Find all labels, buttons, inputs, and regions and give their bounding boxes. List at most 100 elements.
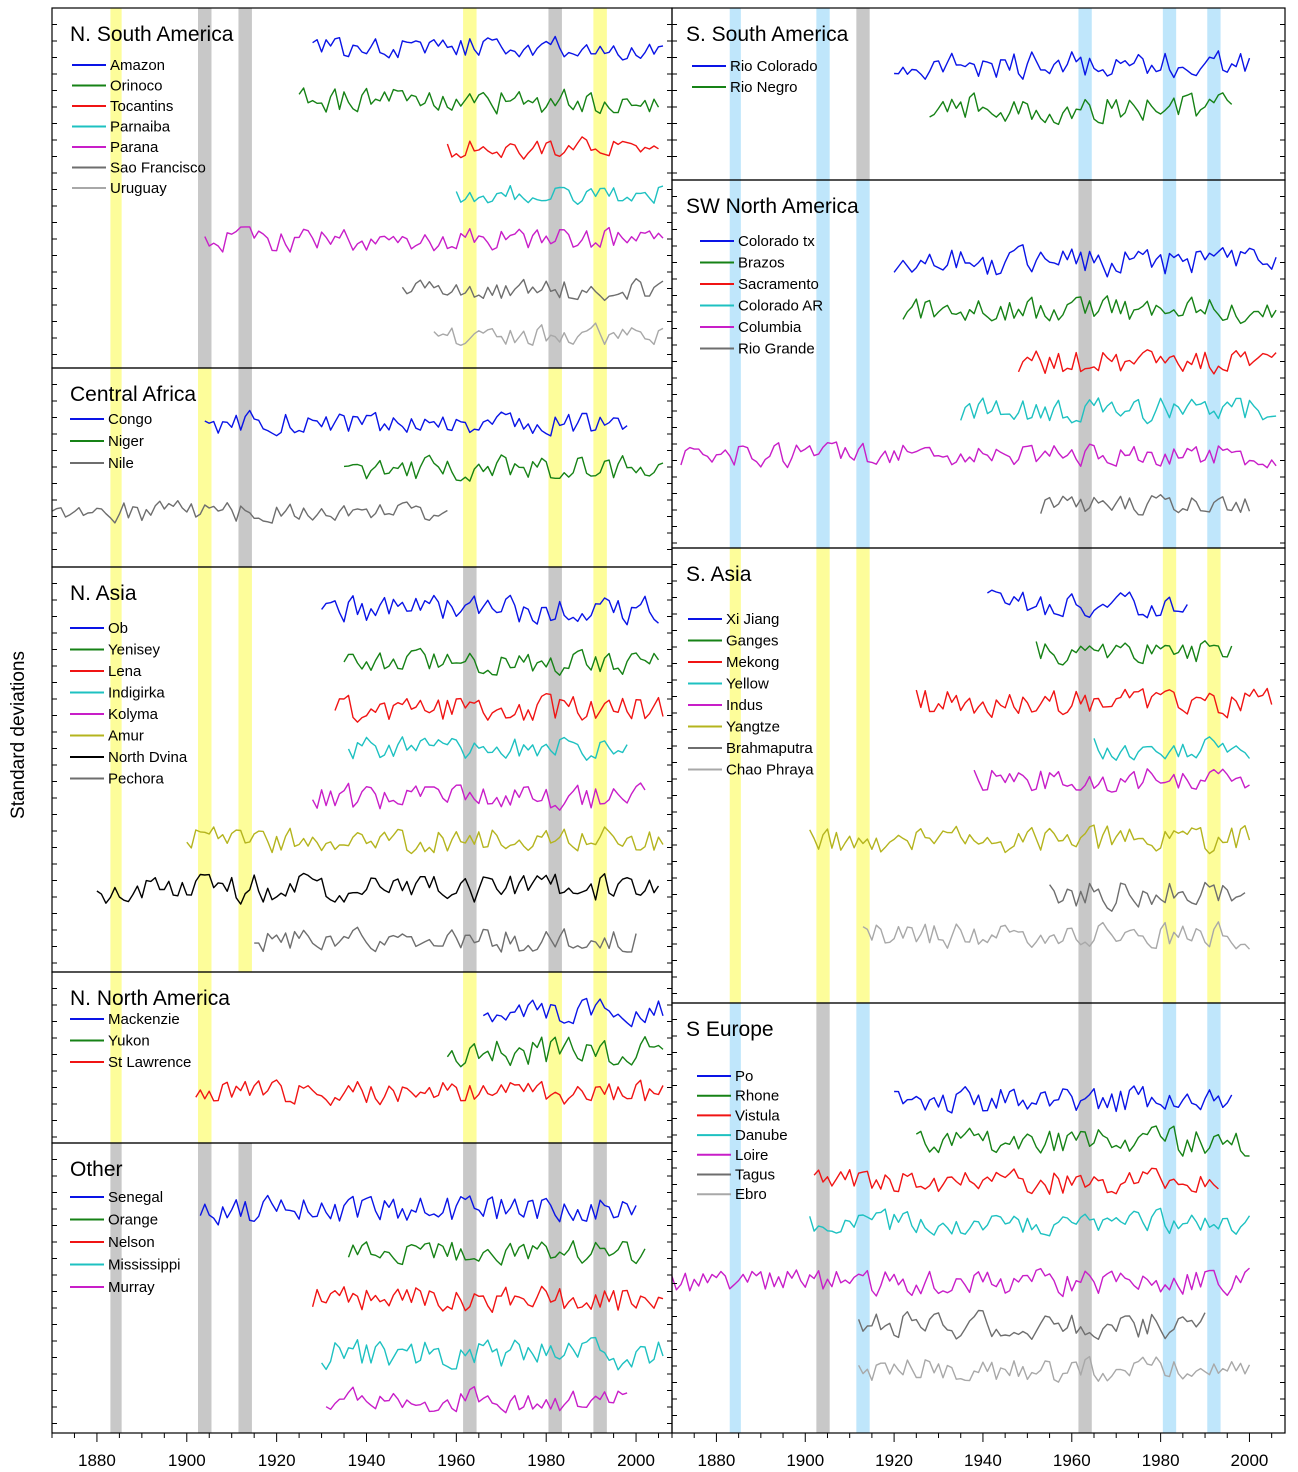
other-xtick-label-1920: 1920 (258, 1451, 296, 1470)
s-south-america-band-3 (1078, 8, 1092, 180)
central-africa-band-4 (548, 368, 562, 567)
series-lines-layer (51, 35, 1277, 1414)
s-asia-band-1 (816, 548, 830, 1003)
other-band-2 (238, 1143, 252, 1433)
n-south-america-series-parnaiba (455, 184, 664, 206)
other-title: Other (70, 1158, 123, 1181)
central-africa-legend-niger: Niger (108, 433, 144, 450)
n-north-america-band-1 (198, 972, 212, 1143)
n-south-america-legend-uruguay: Uruguay (110, 180, 167, 197)
s-asia-series-xi-jiang (987, 589, 1188, 619)
sw-north-america-band-3 (1078, 180, 1092, 548)
n-north-america-band-2 (463, 972, 477, 1143)
n-south-america-title: N. South America (70, 23, 234, 46)
sw-north-america-series-columbia (680, 441, 1277, 469)
n-north-america-series-st-lawrence (195, 1079, 664, 1107)
s-europe-xtick-label-1960: 1960 (1053, 1451, 1091, 1470)
panel-frames-layer (51, 7, 1286, 1442)
sw-north-america-legend-sacramento: Sacramento (738, 276, 819, 293)
n-north-america-band-0 (110, 972, 122, 1143)
central-africa-band-2 (238, 368, 252, 567)
other-band-0 (110, 1143, 122, 1433)
s-south-america-band-2 (856, 8, 870, 180)
n-north-america-legend-st-lawrence: St Lawrence (108, 1054, 191, 1071)
sw-north-america-legend-colorado-ar: Colorado AR (738, 298, 823, 315)
s-asia-legend-xi-jiang: Xi Jiang (726, 611, 779, 628)
s-europe-xtick-label-1980: 1980 (1142, 1451, 1180, 1470)
n-south-america-legend-tocantins: Tocantins (110, 98, 173, 115)
n-south-america-legend-parana: Parana (110, 139, 159, 156)
sw-north-america-band-2 (856, 180, 870, 548)
n-south-america-series-parana (204, 226, 664, 253)
y-axis-label: Standard deviations (8, 651, 29, 819)
s-europe-band-2 (856, 1003, 870, 1433)
sw-north-america-series-rio-grande (1040, 494, 1251, 516)
other-band-5 (593, 1143, 607, 1433)
n-asia-series-lena (334, 693, 664, 723)
s-europe-band-4 (1162, 1003, 1177, 1433)
n-south-america-series-sao-francisco (401, 278, 664, 302)
other-xtick-label-1880: 1880 (78, 1451, 116, 1470)
sw-north-america-legend-brazos: Brazos (738, 255, 785, 272)
s-asia-band-4 (1162, 548, 1177, 1003)
s-europe-series-vistula (813, 1167, 1219, 1195)
other-legend-mississippi: Mississippi (108, 1257, 181, 1274)
s-europe-legend-vistula: Vistula (735, 1107, 780, 1124)
s-asia-series-chao-phraya (862, 921, 1251, 950)
n-asia-band-3 (463, 567, 477, 972)
other-legend-murray: Murray (108, 1279, 155, 1296)
s-europe-band-1 (816, 1003, 830, 1433)
n-asia-band-0 (110, 567, 122, 972)
s-europe-series-ebro (857, 1355, 1251, 1383)
s-europe-legend-po: Po (735, 1068, 753, 1085)
s-europe-legend-danube: Danube (735, 1127, 788, 1144)
s-asia-series-ganges (1035, 640, 1233, 666)
n-asia-legend-north-dvina: North Dvina (108, 749, 188, 766)
s-asia-title: S. Asia (686, 563, 752, 586)
s-south-america-legend-rio-negro: Rio Negro (730, 79, 798, 96)
sw-north-america-band-4 (1162, 180, 1177, 548)
n-asia-series-north-dvina (96, 872, 660, 905)
s-europe-band-5 (1207, 1003, 1221, 1433)
n-asia-series-amur (186, 826, 664, 855)
sw-north-america-band-0 (729, 180, 741, 548)
n-asia-legend-pechora: Pechora (108, 771, 165, 788)
s-europe-xtick-label-2000: 2000 (1231, 1451, 1269, 1470)
s-asia-legend-yangtze: Yangtze (726, 719, 780, 736)
s-south-america-band-1 (816, 8, 830, 180)
other-xtick-label-1960: 1960 (437, 1451, 475, 1470)
n-asia-legend-yenisey: Yenisey (108, 642, 160, 659)
s-asia-series-indus (973, 768, 1250, 793)
other-xtick-label-2000: 2000 (617, 1451, 655, 1470)
s-europe-series-danube (809, 1207, 1251, 1237)
s-europe-band-3 (1078, 1003, 1092, 1433)
sw-north-america-series-sacramento (1017, 349, 1277, 375)
s-asia-legend-mekong: Mekong (726, 654, 779, 671)
s-asia-series-mekong (915, 687, 1273, 719)
sw-north-america-legend-rio-grande: Rio Grande (738, 341, 815, 358)
n-asia-series-pechora (254, 926, 637, 953)
central-africa-legend-congo: Congo (108, 411, 152, 428)
s-asia-band-0 (729, 548, 741, 1003)
s-south-america-legend-rio-colorado: Rio Colorado (730, 58, 818, 75)
n-south-america-band-1 (198, 8, 212, 368)
s-asia-series-brahmaputra (1049, 881, 1246, 912)
s-asia-band-5 (1207, 548, 1221, 1003)
n-south-america-legend-orinoco: Orinoco (110, 78, 163, 95)
n-north-america-band-3 (548, 972, 562, 1143)
other-xtick-label-1980: 1980 (527, 1451, 565, 1470)
other-band-4 (548, 1143, 562, 1433)
s-asia-legend-ganges: Ganges (726, 633, 779, 650)
other-legend-nelson: Nelson (108, 1234, 155, 1251)
s-asia-series-yangtze (809, 824, 1251, 855)
other-xtick-label-1900: 1900 (168, 1451, 206, 1470)
central-africa-series-congo (204, 409, 628, 437)
s-europe-legend-rhone: Rhone (735, 1088, 779, 1105)
n-asia-legend-indigirka: Indigirka (108, 685, 165, 702)
central-africa-band-5 (593, 368, 607, 567)
s-europe-xtick-label-1900: 1900 (786, 1451, 824, 1470)
n-north-america-legend-mackenzie: Mackenzie (108, 1011, 180, 1028)
central-africa-legend-nile: Nile (108, 455, 134, 472)
sw-north-america-series-brazos (902, 295, 1277, 325)
